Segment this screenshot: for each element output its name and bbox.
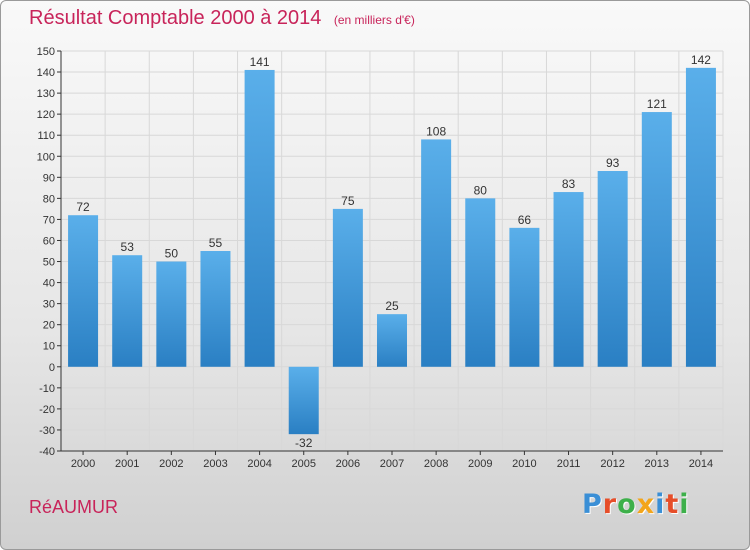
bar [332,208,363,367]
x-tick-label: 2007 [380,458,404,470]
bar [112,255,143,367]
chart-subtitle: (en milliers d'€) [333,13,415,27]
x-tick-label: 2008 [424,458,448,470]
logo-letter: i [679,489,690,520]
y-tick-label: 30 [43,299,55,311]
y-tick-label: 0 [49,362,55,374]
bar [421,139,452,367]
x-tick-label: 2004 [247,458,271,470]
x-tick-label: 2014 [689,458,713,470]
data-label: -32 [295,436,313,450]
x-tick-label: 2011 [557,458,581,470]
chart-title: Résultat Comptable 2000 à 2014 [29,7,322,29]
x-tick-label: 2000 [71,458,95,470]
data-label: 53 [121,240,135,254]
logo-letter: o [617,489,637,520]
y-tick-label: 120 [37,109,55,121]
chart-title-row: Résultat Comptable 2000 à 2014 (en milli… [29,7,415,30]
y-tick-label: 70 [43,214,55,226]
data-label: 93 [606,156,620,170]
x-tick-label: 2002 [159,458,183,470]
data-label: 108 [426,124,446,138]
x-tick-label: 2012 [600,458,624,470]
data-label: 25 [385,299,399,313]
bar [553,192,584,367]
x-tick-label: 2003 [203,458,227,470]
y-tick-label: 40 [43,278,55,290]
bar [244,69,275,367]
proxiti-logo: Proxiti [582,489,690,520]
y-tick-label: -40 [39,446,55,458]
logo-letter: x [636,489,656,520]
axis-layer: -40 -30 -20 -10 0 10 20 30 40 50 60 70 80 90 100 110 120… [37,46,723,470]
data-label: 66 [518,213,532,227]
x-tick-label: 2010 [512,458,536,470]
logo-letter: P [582,489,603,520]
x-tick-label: 2001 [115,458,139,470]
data-label: 75 [341,194,355,208]
y-tick-label: 130 [37,88,55,100]
y-tick-label: 110 [37,130,55,142]
data-label: 50 [165,247,179,261]
y-tick-label: 100 [37,151,55,163]
bar [377,314,407,367]
y-tick-label: 150 [37,46,55,58]
data-label: 55 [209,236,223,250]
data-label: 80 [474,183,488,197]
y-tick-label: -10 [39,383,55,395]
y-tick-label: 80 [43,193,55,205]
bar [465,198,496,367]
bar [509,227,540,367]
data-label: 121 [647,97,667,111]
x-tick-label: 2009 [468,458,492,470]
data-label: 141 [250,55,270,69]
y-tick-label: 90 [43,172,55,184]
y-tick-label: 20 [43,320,55,332]
bar-layer [68,67,716,435]
bar [685,67,716,367]
data-label: 142 [691,53,711,67]
bar [200,251,231,367]
x-tick-label: 2006 [336,458,360,470]
bar [641,112,672,367]
y-tick-label: 140 [37,67,55,79]
y-tick-label: -30 [39,425,55,437]
y-tick-label: 60 [43,235,55,247]
y-tick-label: 50 [43,257,55,269]
bar [68,215,99,367]
y-tick-label: 10 [43,341,55,353]
bar [156,261,187,367]
city-name: RéAUMUR [29,497,119,517]
logo-letter: i [655,489,666,520]
x-tick-label: 2013 [645,458,669,470]
logo-letter: r [602,489,618,520]
logo-letter: t [665,489,680,520]
bar [597,171,628,367]
bar [288,366,319,435]
y-tick-label: -20 [39,404,55,416]
data-label: 83 [562,177,576,191]
label-layer: 72 53 50 55 141 -32 75 25 108 80 66 83 93 121 142 [76,53,711,450]
data-label: 72 [76,200,90,214]
x-tick-label: 2005 [291,458,315,470]
